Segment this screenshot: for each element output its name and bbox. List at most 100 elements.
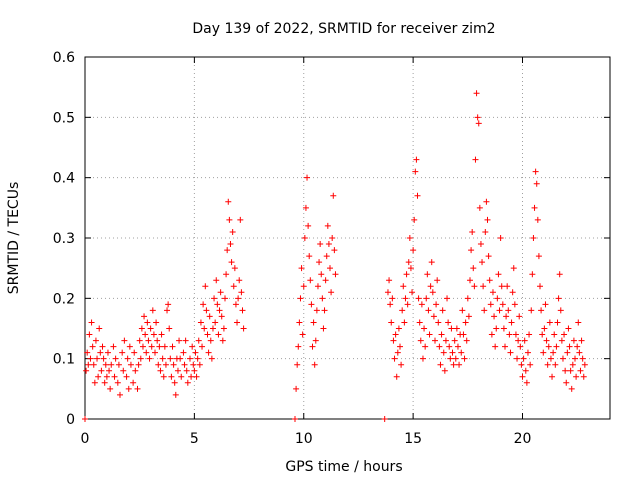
data-point <box>421 325 428 332</box>
data-point <box>318 271 325 278</box>
data-point <box>86 331 93 338</box>
data-point <box>389 295 396 302</box>
data-point <box>427 283 434 290</box>
data-point <box>174 367 181 374</box>
data-point <box>398 361 405 368</box>
data-point <box>134 385 141 392</box>
data-point <box>563 379 570 386</box>
data-point <box>191 367 198 374</box>
data-point <box>428 259 435 266</box>
data-point <box>528 307 535 314</box>
data-point <box>435 319 442 326</box>
data-point <box>137 355 144 362</box>
data-point <box>212 319 219 326</box>
data-point <box>205 349 212 356</box>
data-point <box>143 349 150 356</box>
data-point <box>448 325 455 332</box>
data-point <box>208 355 215 362</box>
data-point <box>450 361 457 368</box>
data-point <box>126 343 133 350</box>
data-point <box>569 361 576 368</box>
data-point <box>226 216 233 223</box>
data-point <box>531 204 538 211</box>
data-point <box>503 313 510 320</box>
x-tick-label: 0 <box>81 431 90 447</box>
data-point <box>190 361 197 368</box>
data-point <box>452 355 459 362</box>
data-point <box>578 337 585 344</box>
data-point <box>404 301 411 308</box>
data-point <box>225 198 232 205</box>
data-point <box>461 355 468 362</box>
data-point <box>504 283 511 290</box>
x-tick-label: 15 <box>404 431 422 447</box>
data-point <box>183 367 190 374</box>
data-point <box>444 295 451 302</box>
data-point <box>110 343 117 350</box>
data-point <box>121 337 128 344</box>
data-point <box>149 307 156 314</box>
data-point <box>82 416 88 422</box>
data-point <box>535 253 542 260</box>
data-point <box>565 325 572 332</box>
data-point <box>384 289 391 296</box>
data-point <box>177 355 184 362</box>
data-point <box>302 204 309 211</box>
data-point <box>476 204 483 211</box>
data-point <box>96 325 103 332</box>
data-point <box>557 307 564 314</box>
data-point <box>498 283 505 290</box>
data-point <box>562 367 569 374</box>
data-point <box>224 247 231 254</box>
data-point <box>483 198 490 205</box>
data-point <box>101 379 108 386</box>
data-point <box>230 283 237 290</box>
data-point <box>92 337 99 344</box>
data-point <box>295 343 302 350</box>
data-point <box>180 349 187 356</box>
data-point <box>330 192 337 199</box>
data-point <box>464 295 471 302</box>
data-point <box>553 343 560 350</box>
y-tick-label: 0.1 <box>53 352 75 368</box>
data-point <box>437 361 444 368</box>
data-point <box>321 307 328 314</box>
data-point <box>324 222 331 229</box>
data-point <box>219 337 226 344</box>
data-point <box>115 361 122 368</box>
data-point <box>494 295 501 302</box>
data-point <box>204 331 211 338</box>
data-point <box>91 379 98 386</box>
data-point <box>472 156 479 163</box>
data-point <box>572 355 578 362</box>
data-point <box>192 349 199 356</box>
data-point <box>415 295 422 302</box>
data-point <box>551 331 558 338</box>
data-point <box>509 289 516 296</box>
data-point <box>310 319 317 326</box>
data-point <box>573 373 580 380</box>
data-point <box>294 361 301 368</box>
data-point <box>308 301 315 308</box>
data-point <box>112 355 119 362</box>
data-point <box>390 337 397 344</box>
x-tick-label: 5 <box>190 431 199 447</box>
data-point <box>416 319 423 326</box>
data-point <box>521 337 528 344</box>
data-point <box>196 361 203 368</box>
data-point <box>301 235 308 241</box>
data-point <box>581 361 588 368</box>
data-point <box>146 355 153 362</box>
data-point <box>304 174 311 181</box>
data-point <box>195 337 202 344</box>
data-point <box>554 319 561 326</box>
data-point <box>454 343 461 350</box>
data-point <box>474 114 481 121</box>
data-point <box>469 228 476 235</box>
data-point <box>402 295 409 302</box>
data-point <box>139 343 146 350</box>
data-point <box>471 283 478 290</box>
data-point <box>391 355 398 362</box>
data-point <box>120 367 127 374</box>
data-point <box>117 391 123 398</box>
